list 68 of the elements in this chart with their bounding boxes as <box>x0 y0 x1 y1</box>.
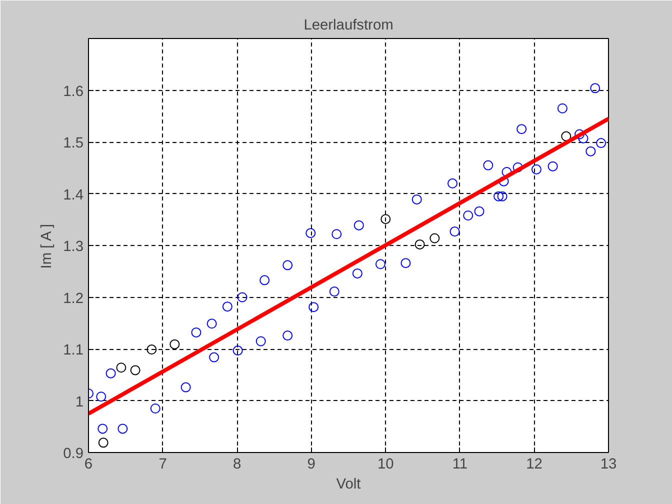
point <box>400 258 411 268</box>
point <box>98 438 108 448</box>
point <box>380 214 391 224</box>
point <box>414 239 425 250</box>
point <box>170 339 180 350</box>
point <box>590 83 600 94</box>
point <box>448 178 458 188</box>
point <box>375 259 386 270</box>
point <box>222 302 232 312</box>
point <box>332 229 342 240</box>
y-tick-label: 1.3 <box>63 239 84 255</box>
y-tick-label: 1.2 <box>63 290 84 307</box>
point <box>206 318 217 329</box>
point <box>412 194 422 204</box>
point <box>118 424 128 434</box>
point <box>596 138 606 148</box>
x-tick-label: 9 <box>307 456 316 472</box>
y-tick-label: 1.4 <box>63 187 84 204</box>
point <box>282 260 293 270</box>
point <box>561 131 572 142</box>
point <box>150 404 160 414</box>
point <box>531 164 542 174</box>
x-tick-label: 11 <box>452 456 468 472</box>
point <box>557 103 568 114</box>
x-axis-title: Volt <box>336 476 361 492</box>
point <box>96 392 106 402</box>
point <box>474 206 484 216</box>
point <box>130 365 140 376</box>
point <box>516 124 527 134</box>
point <box>209 352 220 362</box>
point <box>574 129 585 140</box>
point <box>463 210 474 220</box>
point <box>260 275 270 286</box>
x-tick-label: 8 <box>232 456 242 472</box>
point <box>354 220 364 230</box>
y-tick-label: 1.6 <box>63 84 84 100</box>
point <box>450 226 460 237</box>
point <box>308 302 319 312</box>
point <box>483 160 494 170</box>
point <box>548 161 558 172</box>
point <box>116 362 126 373</box>
point <box>494 191 504 202</box>
point <box>180 382 191 392</box>
x-tick-label: 7 <box>158 456 167 472</box>
point <box>106 368 116 378</box>
y-tick-label: 1 <box>75 394 84 410</box>
point <box>98 424 108 434</box>
point <box>232 346 243 356</box>
point <box>237 292 248 302</box>
point <box>586 146 596 156</box>
point <box>256 336 266 346</box>
point <box>282 330 293 341</box>
y-axis-title: Im [ A ] <box>39 224 56 269</box>
point <box>430 233 440 244</box>
point <box>352 268 362 278</box>
x-tick-label: 10 <box>377 456 394 472</box>
x-tick-label: 13 <box>600 456 617 472</box>
y-tick-label: 1.1 <box>63 342 84 358</box>
y-tick-label: 1.5 <box>63 136 84 152</box>
point <box>329 286 340 297</box>
point <box>146 344 157 355</box>
point <box>306 228 316 238</box>
point <box>191 327 202 338</box>
x-tick-label: 6 <box>84 456 93 472</box>
y-tick-label: 0.9 <box>63 446 84 462</box>
x-tick-label: 12 <box>526 456 542 472</box>
chart-title: Leerlaufstrom <box>304 18 394 34</box>
point <box>497 191 508 202</box>
